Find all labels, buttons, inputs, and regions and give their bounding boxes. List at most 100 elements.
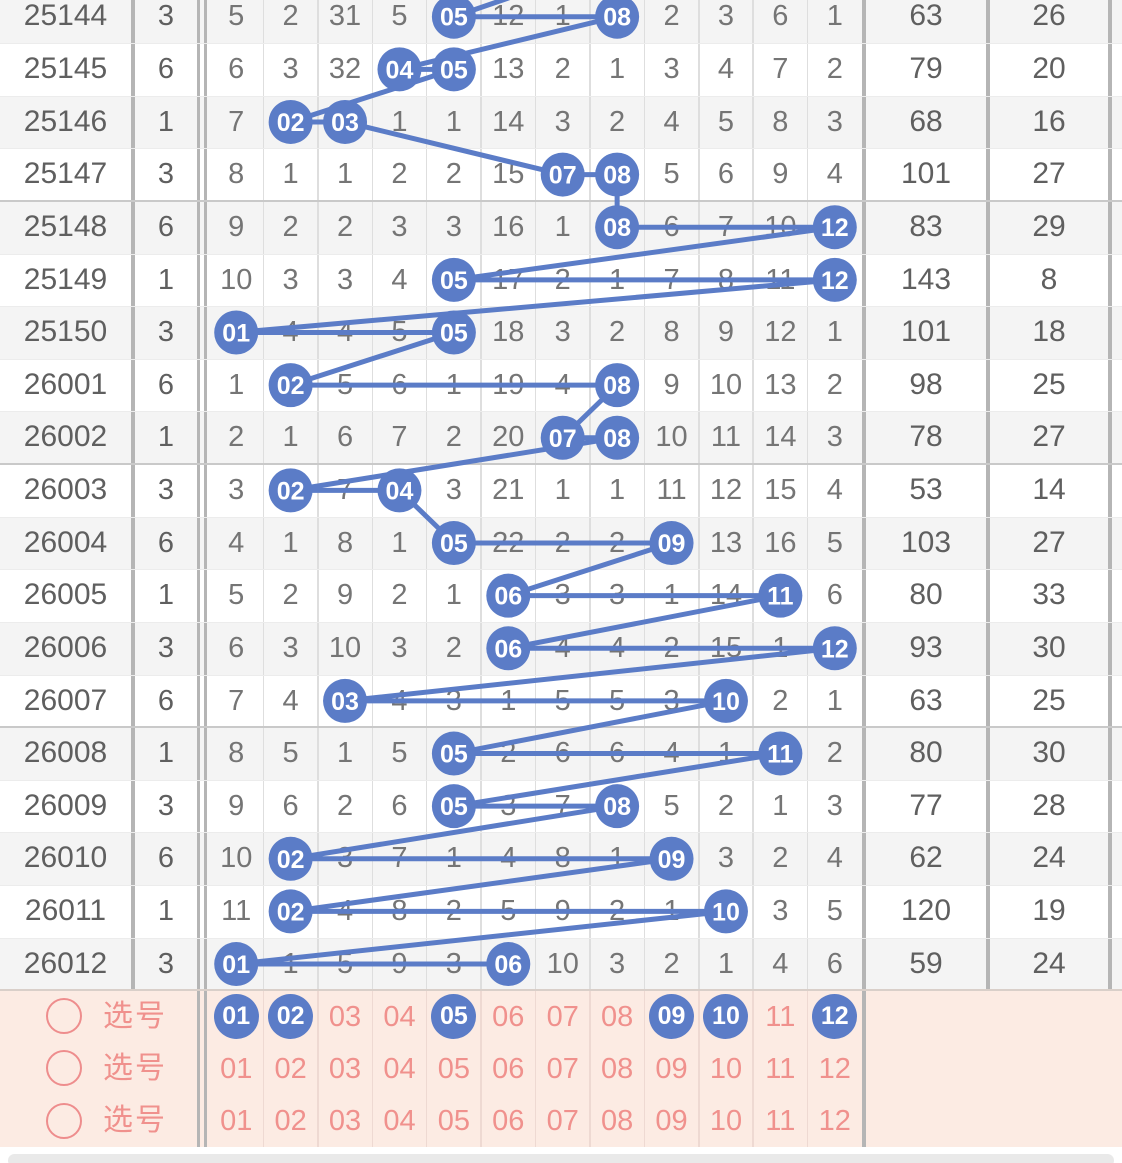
select-number-03[interactable]: 03: [328, 1052, 362, 1085]
select-number-01-selected[interactable]: 01: [213, 994, 259, 1040]
miss-count-cell: 2: [663, 0, 680, 33]
select-number-04[interactable]: 04: [383, 1105, 416, 1138]
select-number-02-selected[interactable]: 02: [268, 994, 314, 1040]
miss-count-cell: 2: [717, 789, 735, 822]
select-number-06[interactable]: 06: [492, 1052, 525, 1085]
select-number-05[interactable]: 05: [437, 1052, 470, 1085]
select-number-04[interactable]: 04: [383, 1052, 416, 1085]
select-number-10[interactable]: 10: [709, 1052, 743, 1085]
grid-vline: [262, 990, 265, 1148]
select-number-10-selected[interactable]: 10: [703, 994, 749, 1040]
draw-day: 3: [157, 0, 175, 33]
select-number-05[interactable]: 05: [437, 1105, 470, 1138]
miss-count-cell: 14: [709, 579, 743, 612]
stat-value-1: 62: [909, 841, 943, 875]
select-number-01[interactable]: 01: [220, 1052, 253, 1085]
grid-hline: [0, 43, 1122, 45]
draw-id: 26005: [23, 578, 108, 612]
select-number-05-selected[interactable]: 05: [431, 994, 477, 1040]
draw-row: 26009 3 9 6 2 6 3 7 5 2 1 3 77 28: [0, 779, 1122, 833]
miss-count-cell: 3: [826, 789, 843, 822]
stat-value-1: 59: [909, 946, 943, 980]
stat-value-2: 16: [1032, 104, 1066, 138]
select-number-08[interactable]: 08: [600, 1052, 634, 1085]
miss-count-cell: 6: [554, 737, 571, 770]
select-number-07[interactable]: 07: [546, 1052, 579, 1085]
miss-count-cell: 5: [391, 737, 408, 770]
bottom-scrollbar[interactable]: [8, 1154, 1114, 1163]
draw-id: 26008: [23, 736, 108, 770]
draw-row: 26001 6 1 5 6 1 19 4 9 10 13 2 98 25: [0, 358, 1122, 412]
grid-hline: [0, 937, 1122, 939]
select-number-07[interactable]: 07: [546, 1105, 579, 1138]
miss-count-cell: 6: [772, 0, 789, 33]
miss-count-cell: 4: [282, 684, 299, 717]
stat-value-1: 77: [909, 788, 943, 822]
draw-day: 3: [157, 789, 175, 822]
select-row-radio[interactable]: [46, 998, 82, 1035]
miss-count-cell: 2: [554, 53, 571, 86]
miss-count-cell: 3: [228, 474, 245, 507]
select-number-02[interactable]: 02: [274, 1105, 307, 1138]
miss-count-cell: 12: [764, 316, 797, 349]
stat-value-2: 27: [1032, 525, 1066, 559]
select-number-04[interactable]: 04: [383, 1000, 416, 1033]
select-number-11[interactable]: 11: [765, 1000, 796, 1033]
grid-vline: [131, 0, 135, 991]
miss-count-cell: 10: [709, 368, 743, 401]
select-number-09[interactable]: 09: [655, 1105, 688, 1138]
miss-count-cell: 4: [826, 158, 843, 191]
miss-count-cell: 5: [391, 0, 408, 33]
miss-count-cell: 1: [445, 105, 462, 138]
select-number-10[interactable]: 10: [709, 1105, 743, 1138]
miss-count-cell: 4: [500, 842, 517, 875]
draw-id: 26002: [23, 420, 108, 454]
miss-count-cell: 11: [765, 263, 796, 296]
select-number-12-selected[interactable]: 12: [812, 994, 858, 1040]
miss-count-cell: 2: [663, 947, 680, 980]
miss-count-cell: 2: [609, 316, 626, 349]
select-number-01[interactable]: 01: [220, 1105, 253, 1138]
draw-day: 3: [157, 631, 175, 664]
stat-value-1: 103: [900, 525, 952, 559]
miss-count-cell: 1: [391, 105, 408, 138]
select-number-03[interactable]: 03: [328, 1000, 362, 1033]
miss-count-cell: 5: [663, 789, 680, 822]
select-number-06[interactable]: 06: [492, 1105, 525, 1138]
draw-day: 3: [157, 474, 175, 507]
stat-value-1: 63: [909, 0, 943, 33]
select-row-label: 选号: [103, 1051, 167, 1085]
select-number-09[interactable]: 09: [655, 1052, 688, 1085]
draw-day: 3: [157, 158, 175, 191]
select-number-08[interactable]: 08: [600, 1000, 634, 1033]
grid-hline: [0, 832, 1122, 834]
select-number-12[interactable]: 12: [818, 1105, 851, 1138]
miss-count-cell: 10: [220, 842, 253, 875]
draw-id: 26011: [24, 894, 107, 928]
draw-row: 25145 6 6 3 32 13 2 1 3 4 7 2 79 20: [0, 43, 1122, 96]
draw-row: 26007 6 7 4 4 3 1 5 5 3 2 1 63 25: [0, 674, 1122, 728]
grid-vline: [806, 990, 809, 1148]
grid-vline: [196, 0, 201, 1148]
select-number-03[interactable]: 03: [328, 1105, 362, 1138]
select-row-radio[interactable]: [46, 1050, 82, 1087]
select-number-11[interactable]: 11: [765, 1105, 796, 1138]
select-number-09-selected[interactable]: 09: [649, 994, 695, 1040]
stat-value-2: 24: [1032, 841, 1066, 875]
select-number-12[interactable]: 12: [818, 1052, 851, 1085]
draw-row: 25149 1 10 3 3 4 17 2 1 7 8 11 143 8: [0, 253, 1122, 307]
select-number-07[interactable]: 07: [546, 1000, 579, 1033]
select-number-06[interactable]: 06: [492, 1000, 525, 1033]
select-row-radio[interactable]: [46, 1102, 82, 1139]
draw-row: 26004 6 4 1 8 1 22 2 2 13 16 5 103 27: [0, 516, 1122, 570]
stat-value-2: 28: [1032, 788, 1066, 822]
select-number-08[interactable]: 08: [600, 1105, 634, 1138]
select-number-11[interactable]: 11: [765, 1052, 796, 1085]
miss-count-cell: 2: [663, 631, 680, 664]
grid-vline: [371, 990, 373, 1148]
draw-day: 6: [157, 368, 175, 401]
miss-count-cell: 1: [282, 526, 299, 559]
grid-hline: [0, 358, 1122, 360]
miss-count-cell: 32: [328, 53, 362, 86]
select-number-02[interactable]: 02: [274, 1052, 307, 1085]
